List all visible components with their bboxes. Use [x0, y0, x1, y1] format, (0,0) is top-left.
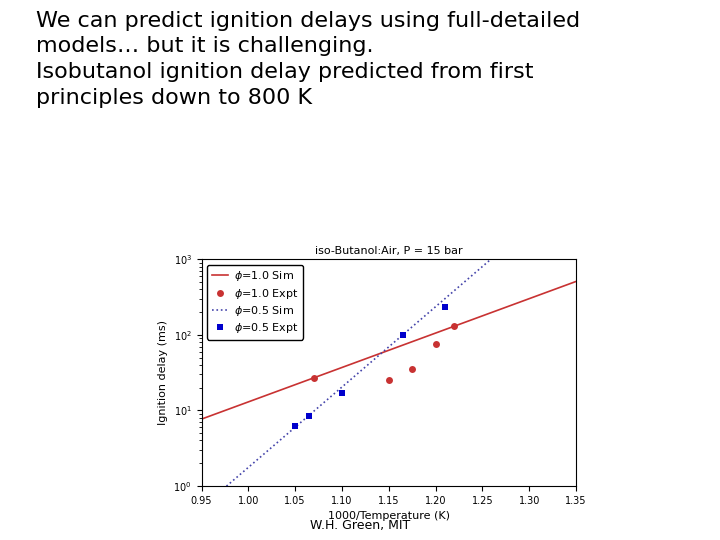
Y-axis label: Ignition delay (ms): Ignition delay (ms) — [158, 320, 168, 425]
Legend: $\phi$=1.0 Sim, $\phi$=1.0 Expt, $\phi$=0.5 Sim, $\phi$=0.5 Expt: $\phi$=1.0 Sim, $\phi$=1.0 Expt, $\phi$=… — [207, 265, 303, 340]
Text: W.H. Green, MIT: W.H. Green, MIT — [310, 519, 410, 532]
Text: We can predict ignition delays using full-detailed
models… but it is challenging: We can predict ignition delays using ful… — [36, 11, 580, 107]
X-axis label: 1000/Temperature (K): 1000/Temperature (K) — [328, 511, 450, 521]
Title: iso-Butanol:Air, P = 15 bar: iso-Butanol:Air, P = 15 bar — [315, 246, 463, 255]
